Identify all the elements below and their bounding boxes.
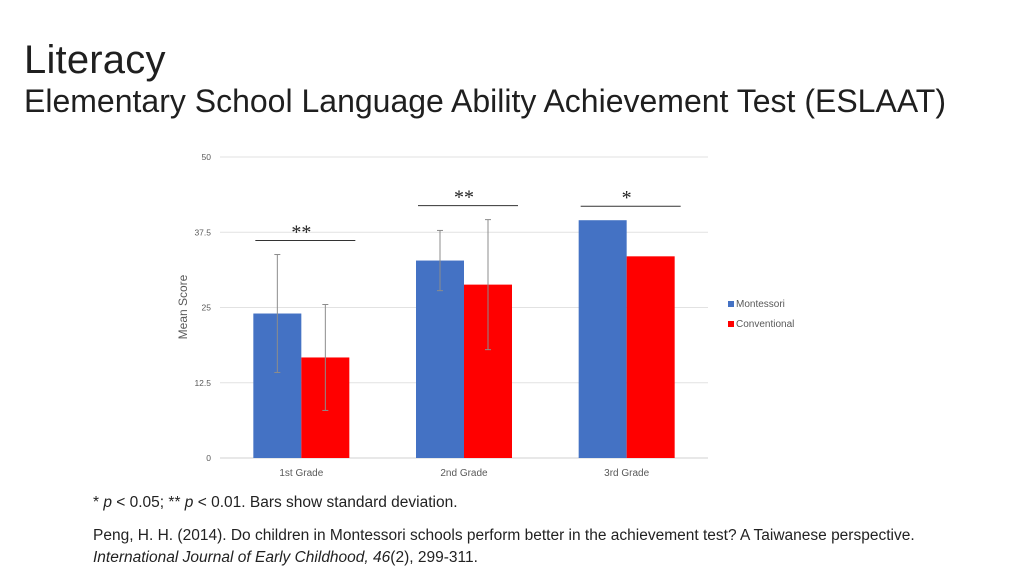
legend-swatch-conventional: [728, 321, 734, 327]
citation-journal: International Journal of Early Childhood…: [93, 549, 391, 566]
y-tick-label: 50: [202, 152, 212, 162]
citation: Peng, H. H. (2014). Do children in Monte…: [93, 525, 973, 569]
significance-marker: **: [454, 187, 474, 209]
significance-note: * p < 0.05; ** p < 0.01. Bars show stand…: [93, 493, 458, 513]
slide-subtitle: Elementary School Language Ability Achie…: [24, 83, 946, 119]
slide-title: Literacy: [24, 38, 166, 82]
y-tick-label: 37.5: [194, 227, 211, 237]
x-tick-label: 2nd Grade: [440, 468, 488, 479]
citation-text-2: (2), 299-311.: [390, 549, 478, 566]
bar-conventional-3: [626, 256, 675, 458]
bar-montessori-3: [578, 220, 627, 458]
note-p-italic-2: p: [184, 494, 194, 511]
significance-marker: **: [291, 222, 311, 244]
x-tick-label: 1st Grade: [279, 468, 323, 479]
citation-text-1: Peng, H. H. (2014). Do children in Monte…: [93, 527, 915, 544]
y-tick-label: 12.5: [194, 378, 211, 388]
y-axis-label: Mean Score: [176, 274, 190, 339]
bar-montessori-2: [416, 260, 464, 458]
legend-swatch-montessori: [728, 301, 734, 307]
y-tick-label: 25: [202, 303, 212, 313]
note-star-text: *: [93, 494, 104, 511]
legend-label-conventional: Conventional: [736, 319, 794, 330]
legend-label-montessori: Montessori: [736, 299, 785, 310]
y-tick-label: 0: [206, 453, 211, 463]
significance-marker: *: [622, 187, 632, 209]
x-tick-label: 3rd Grade: [604, 468, 649, 479]
note-text-2: < 0.01. Bars show standard deviation.: [193, 494, 458, 511]
note-p-italic-1: p: [103, 494, 112, 511]
note-text-1: < 0.05; **: [111, 494, 185, 511]
